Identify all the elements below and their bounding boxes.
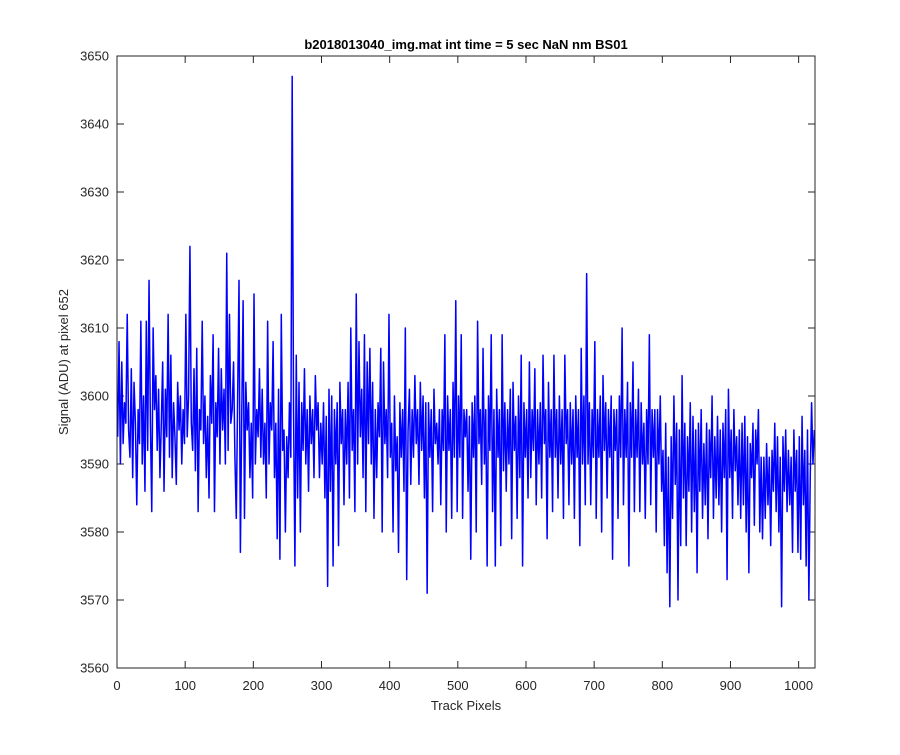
series-group bbox=[116, 75, 816, 608]
x-tick-label: 300 bbox=[311, 678, 333, 693]
x-tick-label: 400 bbox=[379, 678, 401, 693]
y-tick-label: 3590 bbox=[80, 457, 109, 472]
x-tick-label: 800 bbox=[651, 678, 673, 693]
x-tick-label: 200 bbox=[242, 678, 264, 693]
y-tick-label: 3630 bbox=[80, 185, 109, 200]
tick-marks bbox=[116, 55, 815, 669]
y-tick-label: 3650 bbox=[80, 49, 109, 64]
series-line-0 bbox=[116, 75, 816, 608]
x-tick-label: 0 bbox=[113, 678, 120, 693]
x-axis-label: Track Pixels bbox=[431, 698, 502, 713]
x-tick-labels: 0 100 200 300 400 500 600 700 800 900 1000 bbox=[113, 678, 813, 693]
x-tick-label: 100 bbox=[174, 678, 196, 693]
y-tick-label: 3620 bbox=[80, 253, 109, 268]
y-tick-label: 3580 bbox=[80, 525, 109, 540]
y-tick-label: 3570 bbox=[80, 593, 109, 608]
axes-box bbox=[116, 55, 816, 669]
x-tick-label: 900 bbox=[720, 678, 742, 693]
y-tick-label: 3610 bbox=[80, 321, 109, 336]
y-tick-label: 3640 bbox=[80, 117, 109, 132]
y-tick-labels: 3560 3570 3580 3590 3600 3610 3620 3630 3640 3650 bbox=[80, 49, 109, 676]
y-tick-label: 3600 bbox=[80, 389, 109, 404]
y-axis-label: Signal (ADU) at pixel 652 bbox=[56, 289, 71, 435]
y-tick-label: 3560 bbox=[80, 661, 109, 676]
x-tick-label: 1000 bbox=[784, 678, 813, 693]
chart-title: b2018013040_img.mat int time = 5 sec NaN… bbox=[304, 37, 627, 52]
x-tick-label: 700 bbox=[583, 678, 605, 693]
x-tick-label: 500 bbox=[447, 678, 469, 693]
x-tick-label: 600 bbox=[515, 678, 537, 693]
plot-area bbox=[117, 56, 815, 668]
